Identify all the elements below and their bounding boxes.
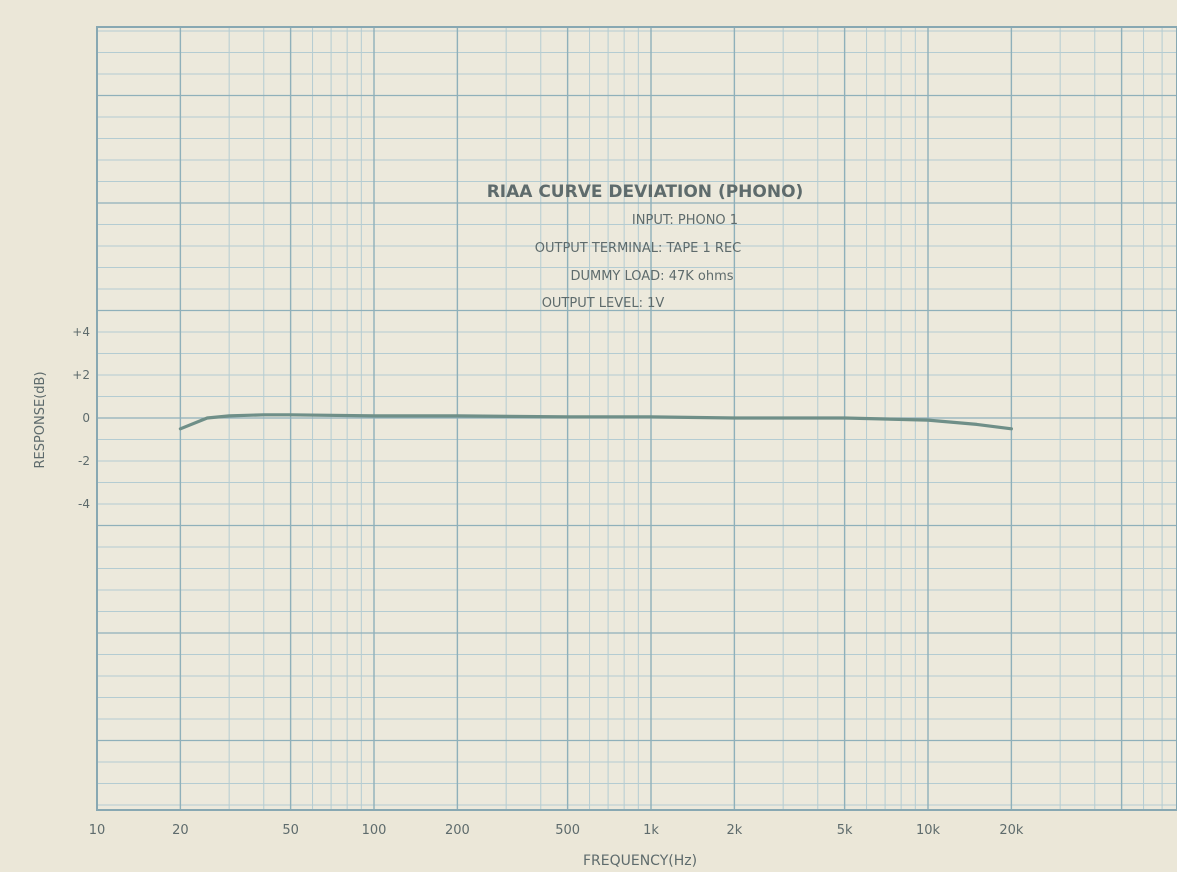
y-tick-label: -2 — [78, 454, 90, 468]
subtitle-line-3: DUMMY LOAD: 47K ohms — [570, 269, 733, 284]
y-axis-label: RESPONSE(dB) — [33, 371, 48, 468]
subtitle-line-2: OUTPUT TERMINAL: TAPE 1 REC — [535, 241, 741, 256]
y-tick-label: +2 — [72, 368, 90, 382]
x-tick-label: 20 — [172, 823, 189, 838]
x-tick-label: 2k — [726, 823, 742, 838]
chart-title: RIAA CURVE DEVIATION (PHONO) — [487, 182, 804, 202]
x-tick-label: 10 — [89, 823, 106, 838]
y-tick-labels: +4 +2 0 -2 -4 — [72, 325, 90, 511]
plot-frame — [96, 26, 1177, 811]
x-tick-label: 10k — [916, 823, 941, 838]
major-grid — [96, 27, 1177, 810]
y-tick-label: +4 — [72, 325, 90, 339]
x-tick-label: 5k — [837, 823, 853, 838]
subtitle-line-1: INPUT: PHONO 1 — [632, 213, 738, 228]
x-tick-label: 20k — [999, 823, 1024, 838]
x-tick-label: 500 — [555, 823, 580, 838]
series-line-1 — [178, 413, 1013, 431]
subtitle-line-4: OUTPUT LEVEL: 1V — [542, 296, 665, 311]
x-tick-label: 1k — [643, 823, 659, 838]
x-tick-label: 200 — [445, 823, 470, 838]
x-tick-labels: 1020501002005001k2k5k10k20k100k — [89, 823, 1024, 838]
y-tick-label: -4 — [78, 497, 90, 511]
x-axis-label: FREQUENCY(Hz) — [583, 853, 697, 869]
x-tick-label: 100 — [362, 823, 387, 838]
y-tick-label: 0 — [82, 411, 90, 425]
x-tick-label: 50 — [282, 823, 299, 838]
series-layer — [178, 413, 1013, 431]
